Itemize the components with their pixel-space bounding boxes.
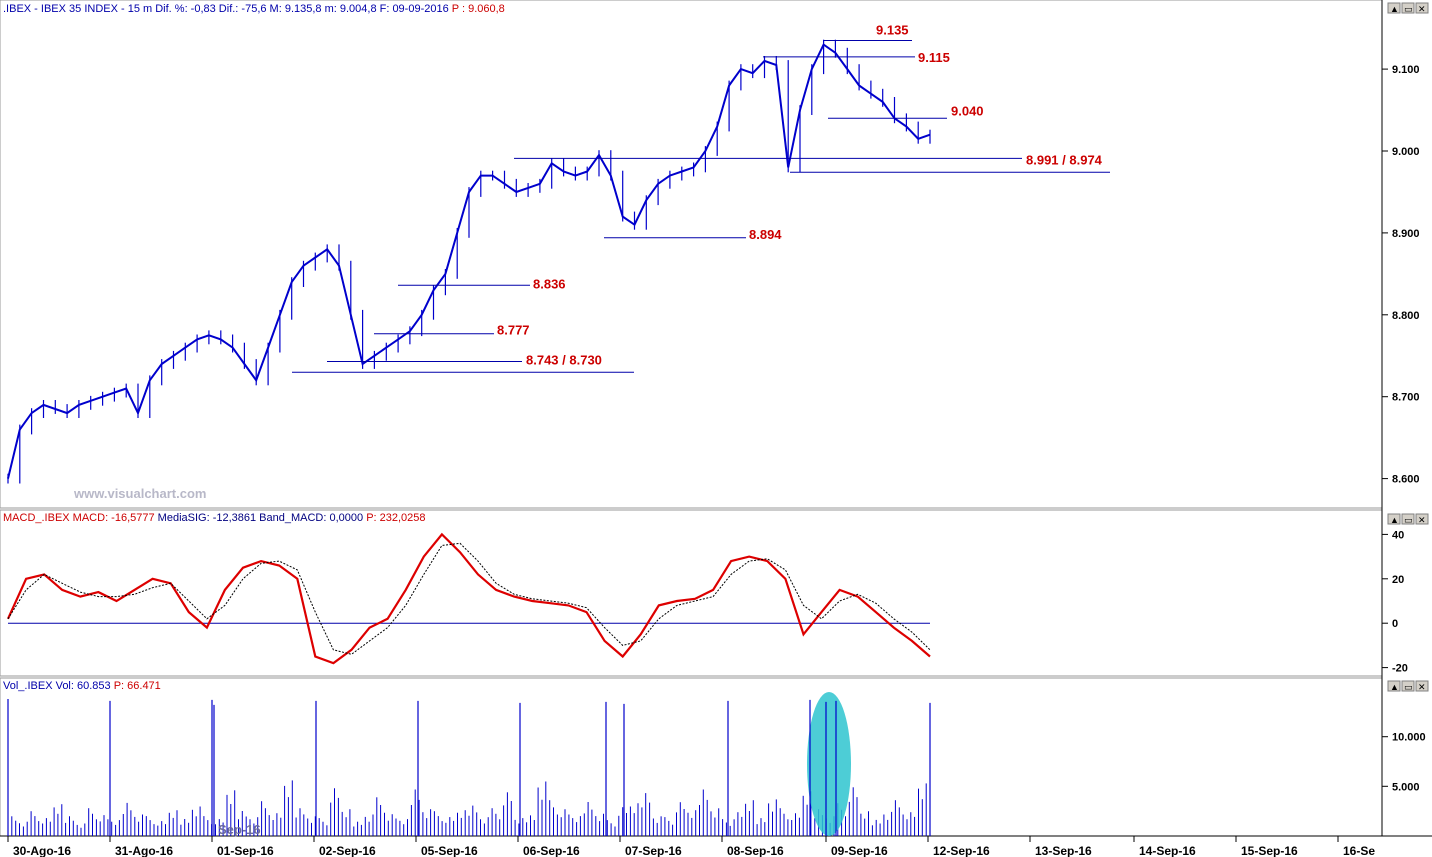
level-label: 8.777 [497, 323, 530, 338]
price-y-tick-label: 8.900 [1392, 228, 1420, 240]
price-y-tick-label: 8.600 [1392, 474, 1420, 486]
macd-y-tick-label: 0 [1392, 618, 1398, 630]
window-icon: ▭ [1404, 4, 1413, 14]
x-tick-label: 16-Se [1343, 844, 1375, 857]
volume-y-tick-label: 5.000 [1392, 781, 1420, 793]
volume-minimize-button[interactable] [1387, 680, 1401, 692]
close-icon: ✕ [1418, 4, 1426, 14]
level-label: 8.743 / 8.730 [526, 353, 602, 368]
price-panel [0, 0, 1383, 509]
x-tick-label: 01-Sep-16 [217, 844, 274, 857]
arrow-up-icon: ▲ [1390, 4, 1399, 14]
price-window-buttons: ▲ ▭ ✕ [1387, 2, 1429, 14]
macd-header: MACD_.IBEX MACD: -16,5777 MediaSIG: -12,… [3, 512, 426, 524]
volume-y-tick-label: 10.000 [1392, 732, 1426, 744]
x-tick-label: 30-Ago-16 [13, 844, 71, 857]
macd-line [6, 532, 931, 665]
x-tick-label: 05-Sep-16 [421, 844, 478, 857]
x-tick-label: 06-Sep-16 [523, 844, 580, 857]
price-y-tick-label: 9.100 [1392, 64, 1420, 76]
x-tick-label: 15-Sep-16 [1241, 844, 1298, 857]
level-label: 9.115 [918, 50, 950, 65]
volume-maximize-button[interactable] [1401, 680, 1415, 692]
level-label: 9.135 [876, 23, 909, 38]
maximize-button[interactable] [1401, 2, 1415, 14]
macd-y-tick-label: 20 [1392, 574, 1404, 586]
minimize-button[interactable] [1387, 2, 1401, 14]
macd-y-tick-label: 40 [1392, 529, 1404, 541]
price-series-layer [7, 39, 931, 484]
window-icon: ▭ [1404, 515, 1413, 525]
arrow-up-icon: ▲ [1390, 515, 1399, 525]
x-tick-label: 09-Sep-16 [831, 844, 888, 857]
x-axis-ticks: 30-Ago-16 31-Ago-16 01-Sep-16 02-Sep-16 05-S… [7, 836, 1375, 857]
macd-minimize-button[interactable] [1387, 513, 1401, 525]
macd-panel [0, 509, 1383, 677]
close-icon: ✕ [1418, 682, 1426, 692]
level-label: 8.894 [749, 227, 782, 242]
x-tick-label: 13-Sep-16 [1035, 844, 1092, 857]
x-tick-label: 31-Ago-16 [115, 844, 173, 857]
x-tick-label: 14-Sep-16 [1139, 844, 1196, 857]
y-axis-ticks: 9.100 9.000 8.900 8.800 8.700 8.600 40 20 0 -20 10… [1382, 64, 1426, 793]
price-y-tick-label: 8.800 [1392, 310, 1420, 322]
month-label: Sep-16 [218, 822, 261, 837]
close-icon: ✕ [1418, 515, 1426, 525]
macd-close-button[interactable] [1415, 513, 1429, 525]
price-line [7, 43, 931, 479]
x-tick-label: 12-Sep-16 [933, 844, 990, 857]
close-button[interactable] [1415, 2, 1429, 14]
level-label: 8.836 [533, 276, 566, 291]
macd-series-layer [6, 532, 931, 665]
support-resistance-levels: 9.135 9.115 9.040 8.991 / 8.974 8.894 8.836 8.… [292, 23, 1110, 373]
volume-panel [0, 677, 1383, 837]
volume-spike-bars [7, 699, 931, 836]
level-label: 8.991 / 8.974 [1026, 152, 1103, 167]
volume-window-buttons: ▲ ▭ ✕ [1387, 680, 1429, 692]
volume-header: Vol_.IBEX Vol: 60.853 P: 66.471 [3, 680, 161, 692]
x-tick-label: 07-Sep-16 [625, 844, 682, 857]
macd-window-buttons: ▲ ▭ ✕ [1387, 513, 1429, 525]
arrow-up-icon: ▲ [1390, 682, 1399, 692]
price-header: .IBEX - IBEX 35 INDEX - 15 m Dif. %: -0,… [3, 3, 505, 15]
volume-highlight-ellipse [807, 692, 851, 836]
window-icon: ▭ [1404, 682, 1413, 692]
price-y-tick-label: 9.000 [1392, 146, 1420, 158]
macd-y-tick-label: -20 [1392, 663, 1408, 675]
price-y-tick-label: 8.700 [1392, 392, 1420, 404]
x-tick-label: 02-Sep-16 [319, 844, 376, 857]
level-label: 9.040 [951, 103, 984, 118]
volume-close-button[interactable] [1415, 680, 1429, 692]
watermark: www.visualchart.com [73, 486, 206, 501]
x-tick-label: 08-Sep-16 [727, 844, 784, 857]
macd-maximize-button[interactable] [1401, 513, 1415, 525]
